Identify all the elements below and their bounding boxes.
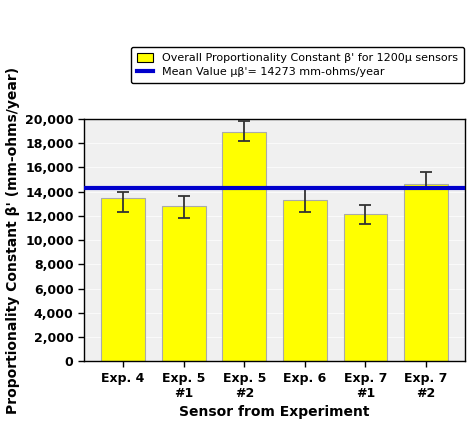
Bar xyxy=(283,200,327,362)
Bar xyxy=(343,214,387,362)
Bar xyxy=(101,198,145,362)
Legend: Overall Proportionality Constant β' for 1200μ sensors, Mean Value μβ'= 14273 mm-: Overall Proportionality Constant β' for … xyxy=(131,47,464,83)
Bar xyxy=(162,206,206,362)
Y-axis label: Proportionality Constant β' (mm-ohms/year): Proportionality Constant β' (mm-ohms/yea… xyxy=(6,67,19,414)
X-axis label: Sensor from Experiment: Sensor from Experiment xyxy=(179,405,370,419)
Bar xyxy=(404,184,448,362)
Bar xyxy=(222,132,266,362)
